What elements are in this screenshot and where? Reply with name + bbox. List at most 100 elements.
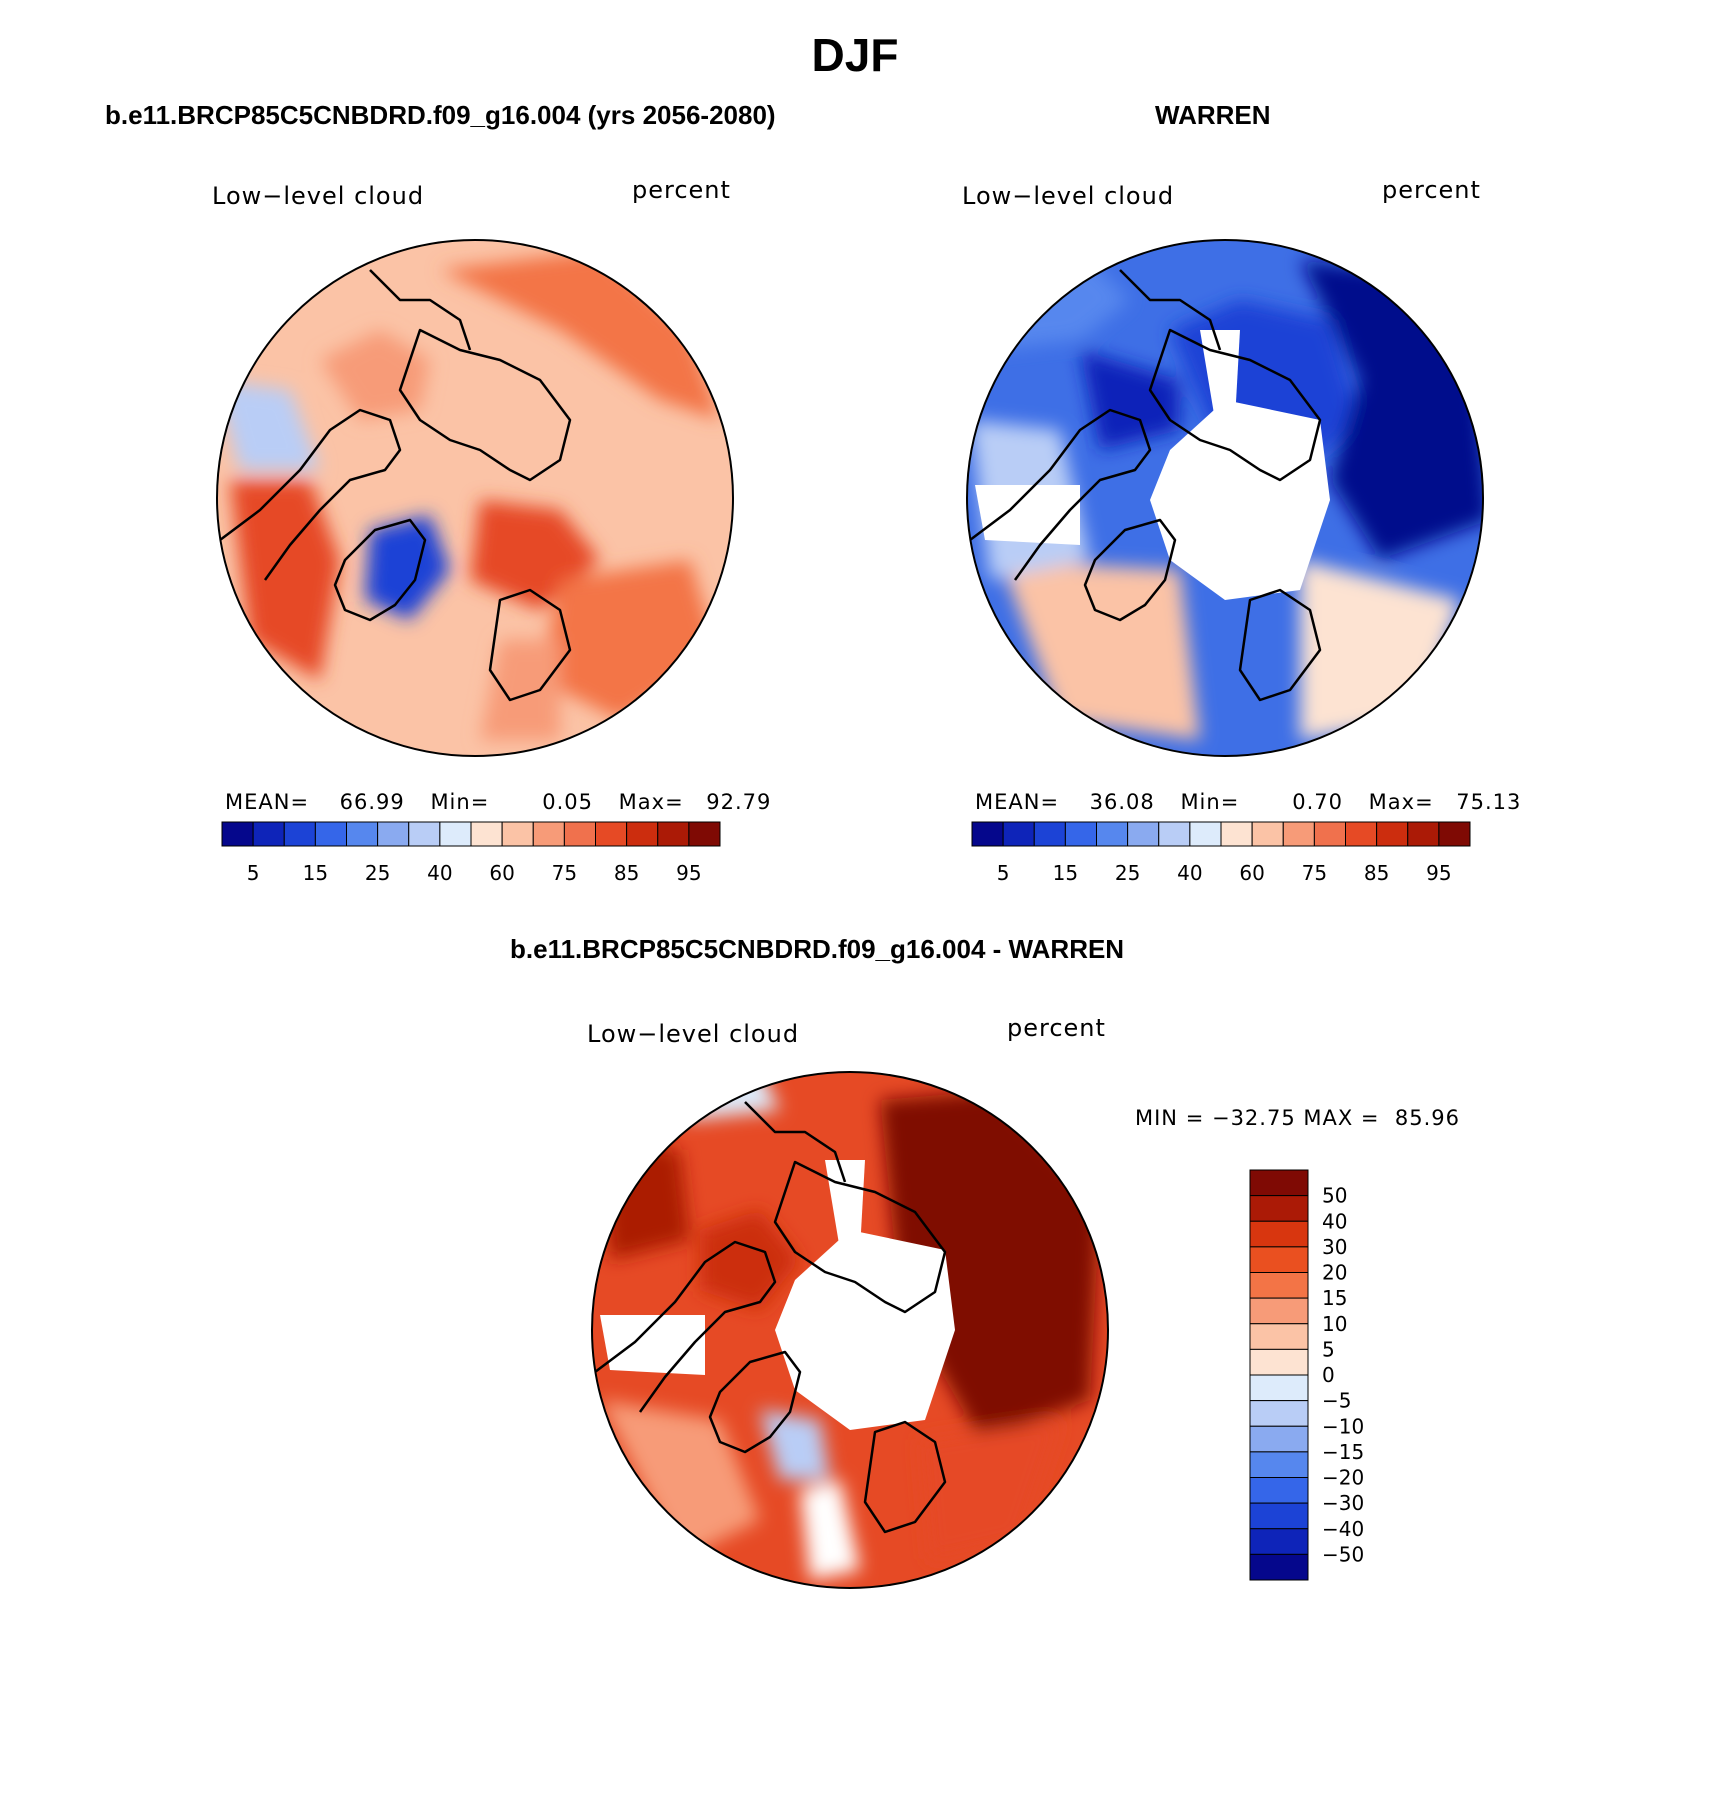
panel1-stats: MEAN= 66.99 Min= 0.05 Max= 92.79: [225, 790, 771, 814]
colorbar2-tick-label: 5: [997, 861, 1010, 885]
colorbar3-tick-label: 15: [1322, 1286, 1347, 1310]
colorbar1-swatch: [314, 821, 347, 847]
panel2-title: WARREN: [1155, 100, 1271, 130]
colorbar-panel2: 5 15 25 40 60 75 85 95: [971, 821, 1471, 885]
map-panel2: [966, 239, 1484, 757]
map-panel1: [216, 239, 734, 757]
colorbar1-tick-label: 75: [552, 861, 577, 885]
colorbar1-swatch: [377, 821, 410, 847]
colorbar1-swatch: [501, 821, 534, 847]
colorbar3-swatch: [1249, 1297, 1309, 1325]
colorbar3-tick-label: −5: [1322, 1389, 1351, 1413]
panel3-title: b.e11.BRCP85C5CNBDRD.f09_g16.004 - WARRE…: [510, 934, 1125, 964]
map1-patch-h: [480, 640, 560, 740]
colorbar1-swatch: [252, 821, 285, 847]
panel2-mean-label: MEAN=: [975, 790, 1060, 814]
map1-coastline-north-america: [219, 408, 402, 581]
colorbar2-swatch: [1220, 821, 1253, 847]
colorbar3-tick-label: −20: [1322, 1466, 1364, 1490]
colorbar1-swatch: [439, 821, 472, 847]
colorbar1-tick-label: 95: [676, 861, 701, 885]
colorbar3-tick-label: −50: [1322, 1542, 1364, 1566]
colorbar3-swatch: [1249, 1502, 1309, 1530]
colorbar1-tick-label: 25: [365, 861, 390, 885]
colorbar2-tick-label: 40: [1177, 861, 1202, 885]
map3-coastline-europe: [863, 1420, 947, 1534]
colorbar1-tick-label: 15: [303, 861, 328, 885]
panel1-mean-label: MEAN=: [225, 790, 310, 814]
colorbar3-tick-label: 10: [1322, 1312, 1347, 1336]
colorbar3-tick-label: 30: [1322, 1235, 1347, 1259]
colorbar1-swatch: [563, 821, 596, 847]
map2-coastline-north-america: [969, 408, 1152, 581]
colorbar1-swatch: [408, 821, 441, 847]
panel1-max-value: 92.79: [706, 790, 772, 814]
map2-outline: [966, 239, 1484, 757]
colorbar3-swatch: [1249, 1528, 1309, 1555]
colorbar1-swatch: [595, 821, 628, 847]
map3-coastline-north-america: [594, 1240, 777, 1413]
panel2-max-value: 75.13: [1456, 790, 1522, 814]
colorbar3-swatch: [1249, 1425, 1309, 1453]
colorbar1-swatch: [532, 821, 565, 847]
colorbar3-tick-label: −40: [1322, 1517, 1364, 1541]
colorbar2-swatch: [971, 821, 1004, 847]
map2-patch-e: [1000, 560, 1200, 740]
colorbar3-swatch: [1249, 1374, 1309, 1402]
map1-outline: [216, 239, 734, 757]
map1-coastline-europe: [488, 588, 572, 702]
map1-patch-e: [365, 515, 450, 620]
colorbar2-swatch: [1313, 821, 1346, 847]
colorbar2-tick-label: 75: [1302, 861, 1327, 885]
colorbar1-swatch: [657, 821, 690, 847]
map3-patch-b: [700, 1210, 800, 1310]
map1-coastline-alaska: [369, 269, 472, 351]
map2-coastline-greenland: [1083, 518, 1177, 622]
map2-missing-wedge-north: [1200, 330, 1240, 420]
panel1-title: b.e11.BRCP85C5CNBDRD.f09_g16.004 (yrs 20…: [105, 100, 776, 130]
panel2-max-label: Max=: [1368, 790, 1434, 814]
colorbar2-swatch: [1158, 821, 1191, 847]
colorbar3-swatch: [1249, 1195, 1309, 1222]
map2-missing-sectors: [975, 330, 1330, 600]
colorbar2-tick-label: 60: [1239, 861, 1264, 885]
panel2-min-value: 0.70: [1292, 790, 1343, 814]
colorbar3-tick-label: 50: [1322, 1184, 1347, 1208]
colorbar2-tick-label: 85: [1364, 861, 1389, 885]
colorbar2-tick-label: 25: [1115, 861, 1140, 885]
panel2-stats: MEAN= 36.08 Min= 0.70 Max= 75.13: [975, 790, 1521, 814]
colorbar2-swatch: [1407, 821, 1440, 847]
map1-patch-c: [320, 330, 430, 420]
colorbar2-tick-label: 15: [1053, 861, 1078, 885]
colorbar2-swatch: [1438, 821, 1471, 847]
colorbar1-tick-label: 60: [489, 861, 514, 885]
colorbar1-swatch: [221, 821, 254, 847]
map1-coastlines: [219, 269, 572, 702]
colorbar3-tick-label: −30: [1322, 1491, 1364, 1515]
panel1-min-label: Min=: [430, 790, 490, 814]
panel2-variable-label: Low−level cloud: [962, 182, 1175, 210]
map3-outline: [591, 1071, 1109, 1589]
colorbar3-swatch: [1249, 1246, 1309, 1273]
map1-coastline-greenland: [333, 518, 427, 622]
map3-coastline-greenland: [708, 1350, 802, 1454]
panel1-units-label: percent: [632, 176, 731, 204]
colorbar1-swatch: [346, 821, 379, 847]
colorbar3-tick-label: 0: [1322, 1363, 1335, 1387]
map-panel3: [591, 1071, 1109, 1589]
map3-coastline-asia: [773, 1160, 947, 1314]
map2-coastline-asia: [1148, 328, 1322, 482]
panel2-units-label: percent: [1382, 176, 1481, 204]
map3-patch-f: [600, 1140, 690, 1260]
panel1-min-value: 0.05: [542, 790, 593, 814]
colorbar1-tick-label: 85: [614, 861, 639, 885]
colorbar3-tick-label: 40: [1322, 1209, 1347, 1233]
colorbar2-swatch: [1002, 821, 1035, 847]
panel1-mean-value: 66.99: [339, 790, 405, 814]
colorbar2-swatch: [1064, 821, 1097, 847]
colorbar2-swatch: [1376, 821, 1409, 847]
panel3-units-label: percent: [1007, 1014, 1106, 1042]
colorbar3-swatch: [1249, 1272, 1309, 1299]
colorbar1-tick-label: 5: [247, 861, 260, 885]
